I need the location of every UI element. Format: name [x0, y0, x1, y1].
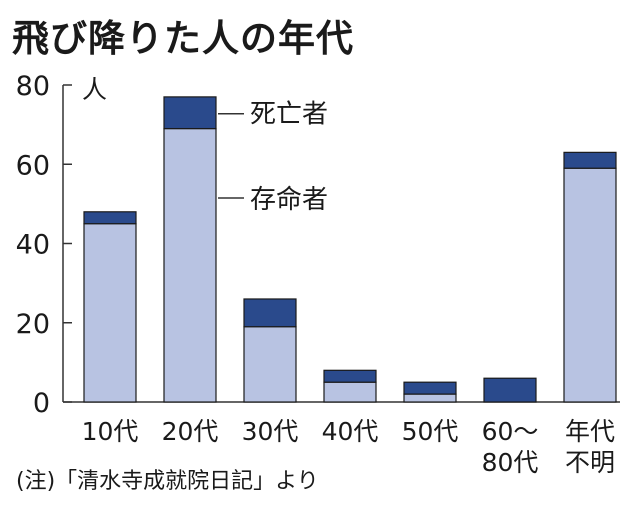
- legend-label-deceased: 死亡者: [250, 100, 328, 130]
- y-tick-label-0: 0: [33, 388, 50, 419]
- bar-deceased-1: [163, 96, 217, 130]
- bar-survivor-3: [323, 381, 377, 403]
- category-label-6-0: 年代: [565, 417, 615, 446]
- y-tick-label-80: 80: [16, 71, 50, 102]
- bar-deceased-0: [83, 211, 137, 225]
- y-tick-label-60: 60: [16, 150, 50, 181]
- bar-survivor-2: [243, 326, 297, 403]
- bar-deceased-4: [403, 381, 457, 395]
- source-footnote: (注)「清水寺成就院日記」より: [16, 469, 319, 494]
- category-label-5-1: 80代: [482, 448, 539, 477]
- category-label-4-0: 50代: [402, 417, 459, 446]
- category-label-6-1: 不明: [565, 448, 615, 477]
- bar-deceased-3: [323, 369, 377, 383]
- category-label-5-0: 60～: [482, 417, 539, 446]
- bar-deceased-2: [243, 298, 297, 328]
- chart-title: 飛び降りた人の年代: [12, 17, 354, 60]
- category-label-3-0: 40代: [322, 417, 379, 446]
- category-label-2-0: 30代: [242, 417, 299, 446]
- y-tick-label-40: 40: [16, 230, 50, 261]
- bar-deceased-6: [563, 151, 617, 169]
- category-label-0-0: 10代: [82, 417, 139, 446]
- bar-survivor-4: [403, 393, 457, 403]
- bar-survivor-1: [163, 127, 217, 403]
- bar-survivor-0: [83, 223, 137, 403]
- y-unit-label: 人: [82, 75, 107, 104]
- bar-deceased-5: [483, 377, 537, 403]
- legend-label-survivor: 存命者: [250, 185, 328, 215]
- bar-survivor-6: [563, 167, 617, 403]
- category-label-1-0: 20代: [162, 417, 219, 446]
- y-tick-label-20: 20: [16, 309, 50, 340]
